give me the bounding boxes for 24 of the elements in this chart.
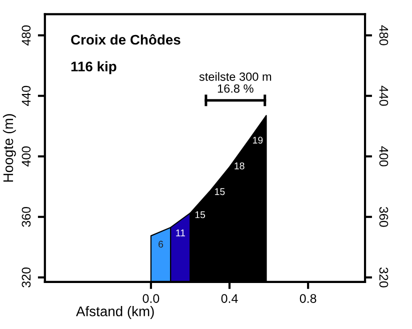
annotation: 15: [195, 211, 206, 218]
y-axis-title: Hoogte (m): [2, 114, 16, 182]
annotation: steilste 300 m 16.8 %: [199, 72, 272, 93]
x-axis-title: Afstand (km): [76, 306, 154, 319]
y-tick-label: 480: [22, 25, 31, 46]
y-tick-label: 360: [22, 206, 31, 227]
y2-tick-label: 360: [379, 206, 388, 227]
y-tick-label: 400: [22, 146, 31, 167]
annotation: 15: [215, 188, 225, 196]
annotation: 11: [176, 230, 185, 236]
y2-tick-label: 440: [379, 86, 388, 106]
x-tick-label: 0.8: [300, 294, 316, 303]
x-tick-label: 0.4: [221, 294, 238, 303]
annotation: 19: [253, 136, 263, 144]
y2-tick-label: 400: [379, 146, 388, 166]
text: 116 kip: [71, 61, 116, 74]
y-tick-label: 440: [22, 86, 31, 106]
text: Croix de Chôdes: [71, 34, 180, 45]
x-tick-label: 0.0: [142, 294, 160, 303]
y2-tick-label: 480: [379, 25, 388, 46]
annotation: 18: [234, 162, 244, 170]
y-tick-label: 320: [22, 267, 31, 288]
y2-tick-label: 320: [379, 267, 388, 288]
annotation: 6: [158, 240, 164, 248]
